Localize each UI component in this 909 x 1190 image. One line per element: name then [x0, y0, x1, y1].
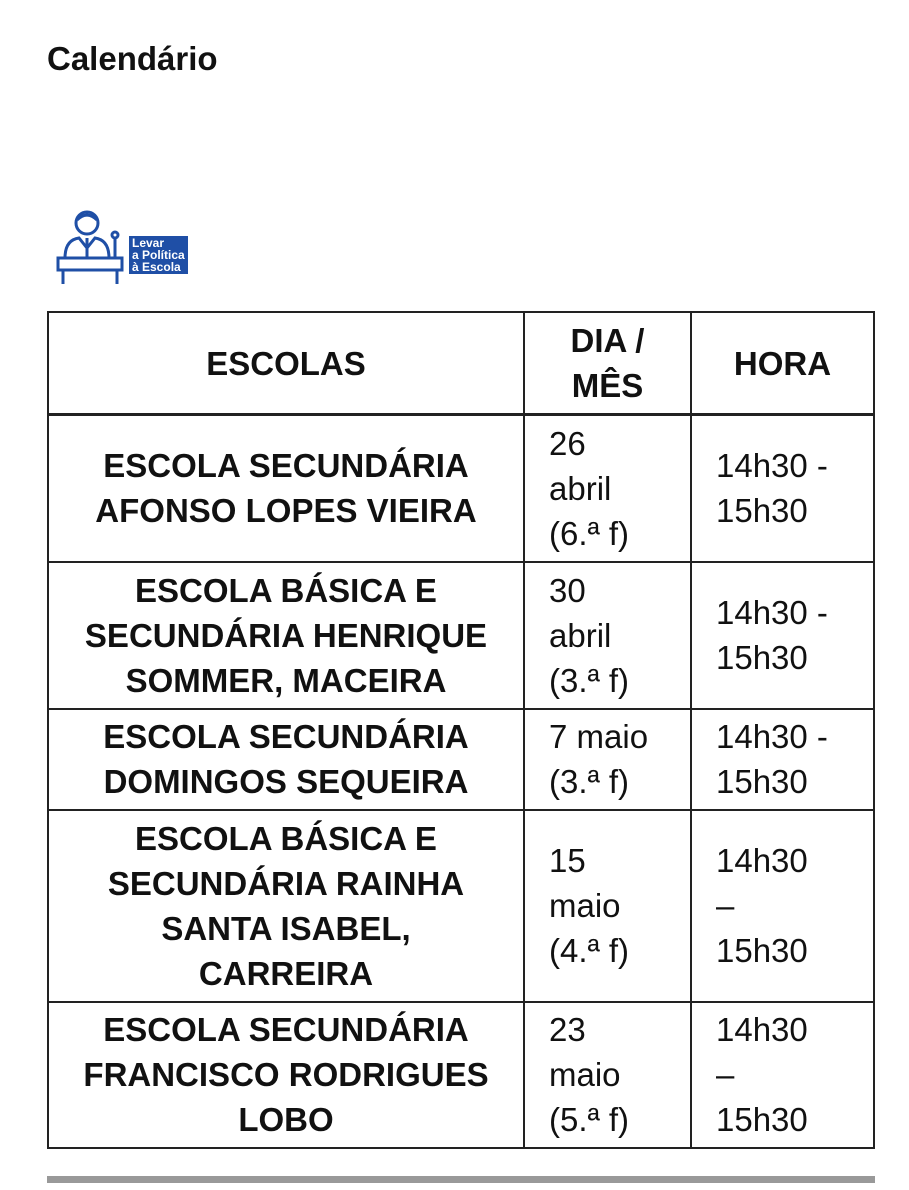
- school-cell: ESCOLA SECUNDÁRIA AFONSO LOPES VIEIRA: [47, 413, 525, 563]
- speaker-at-podium-icon: [56, 210, 124, 284]
- divider: [47, 1176, 875, 1183]
- table-row: ESCOLA SECUNDÁRIA FRANCISCO RODRIGUES LO…: [47, 1000, 875, 1149]
- hour-cell: 14h30 – 15h30: [690, 808, 875, 1003]
- date-cell: 15 maio (4.ª f): [523, 808, 692, 1003]
- date-cell: 23 maio (5.ª f): [523, 1000, 692, 1149]
- hour-cell: 14h30 – 15h30: [690, 1000, 875, 1149]
- logo: Levar a Política à Escola: [55, 208, 215, 288]
- table-row: ESCOLA SECUNDÁRIA AFONSO LOPES VIEIRA 26…: [47, 413, 875, 563]
- table-row: ESCOLA BÁSICA E SECUNDÁRIA HENRIQUE SOMM…: [47, 560, 875, 710]
- school-cell: ESCOLA BÁSICA E SECUNDÁRIA RAINHA SANTA …: [47, 808, 525, 1003]
- school-cell: ESCOLA BÁSICA E SECUNDÁRIA HENRIQUE SOMM…: [47, 560, 525, 710]
- date-cell: 30 abril (3.ª f): [523, 560, 692, 710]
- logo-text: Levar a Política à Escola: [129, 236, 188, 274]
- school-cell: ESCOLA SECUNDÁRIA FRANCISCO RODRIGUES LO…: [47, 1000, 525, 1149]
- table-row: ESCOLA SECUNDÁRIA DOMINGOS SEQUEIRA 7 ma…: [47, 707, 875, 811]
- calendar-table: ESCOLAS DIA / MÊS HORA ESCOLA SECUNDÁRIA…: [47, 311, 875, 1149]
- hour-cell: 14h30 - 15h30: [690, 560, 875, 710]
- table-header: ESCOLAS DIA / MÊS HORA: [47, 311, 875, 416]
- header-day-month: DIA / MÊS: [523, 311, 692, 416]
- header-schools: ESCOLAS: [47, 311, 525, 416]
- table-row: ESCOLA BÁSICA E SECUNDÁRIA RAINHA SANTA …: [47, 808, 875, 1003]
- hour-cell: 14h30 - 15h30: [690, 413, 875, 563]
- hour-cell: 14h30 - 15h30: [690, 707, 875, 811]
- page-title: Calendário: [47, 40, 218, 77]
- school-cell: ESCOLA SECUNDÁRIA DOMINGOS SEQUEIRA: [47, 707, 525, 811]
- date-cell: 7 maio (3.ª f): [523, 707, 692, 811]
- date-cell: 26 abril (6.ª f): [523, 413, 692, 563]
- header-hour: HORA: [690, 311, 875, 416]
